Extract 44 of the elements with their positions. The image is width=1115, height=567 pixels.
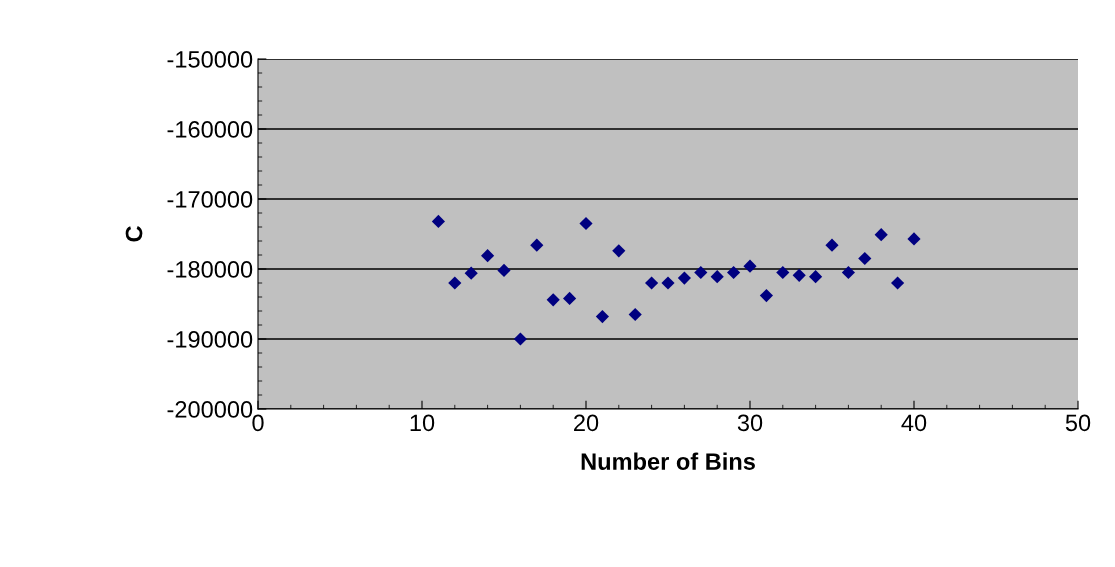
x-axis-title: Number of Bins [581,452,755,470]
point [612,244,626,258]
point [677,271,691,285]
point [497,263,511,277]
x-tick-label: 20 [574,414,599,432]
point [579,216,593,231]
y-tick-label: -180000 [167,261,253,278]
point [907,232,921,246]
y-tick-label: -190000 [167,331,253,348]
point [743,259,757,273]
point [628,307,642,322]
y-tick-label: -150000 [167,51,253,68]
point [891,276,905,290]
point [448,276,462,290]
point [841,265,855,280]
point [546,293,560,307]
x-tick-label: 0 [252,414,264,432]
x-tick-label: 50 [1065,414,1091,432]
point [874,228,888,242]
point [431,214,445,228]
point [858,251,872,266]
point [727,265,741,280]
x-tick-label: 10 [410,414,435,432]
x-tick-label: 30 [737,414,763,432]
point [645,276,659,290]
point [530,238,544,252]
point [661,276,675,290]
point [792,268,806,282]
point [809,270,823,284]
y-tick-label: -160000 [167,121,253,138]
point [694,265,708,280]
point [595,310,609,324]
y-axis-title: C [125,226,143,242]
point [481,249,495,263]
point [563,291,577,305]
y-tick-label: -200000 [167,401,253,418]
point [825,238,839,252]
point [776,265,790,280]
y-tick-label: -170000 [167,191,253,208]
point [464,266,478,280]
point [513,332,527,346]
point [710,270,724,284]
point [759,289,773,303]
x-tick-label: 40 [901,414,927,432]
